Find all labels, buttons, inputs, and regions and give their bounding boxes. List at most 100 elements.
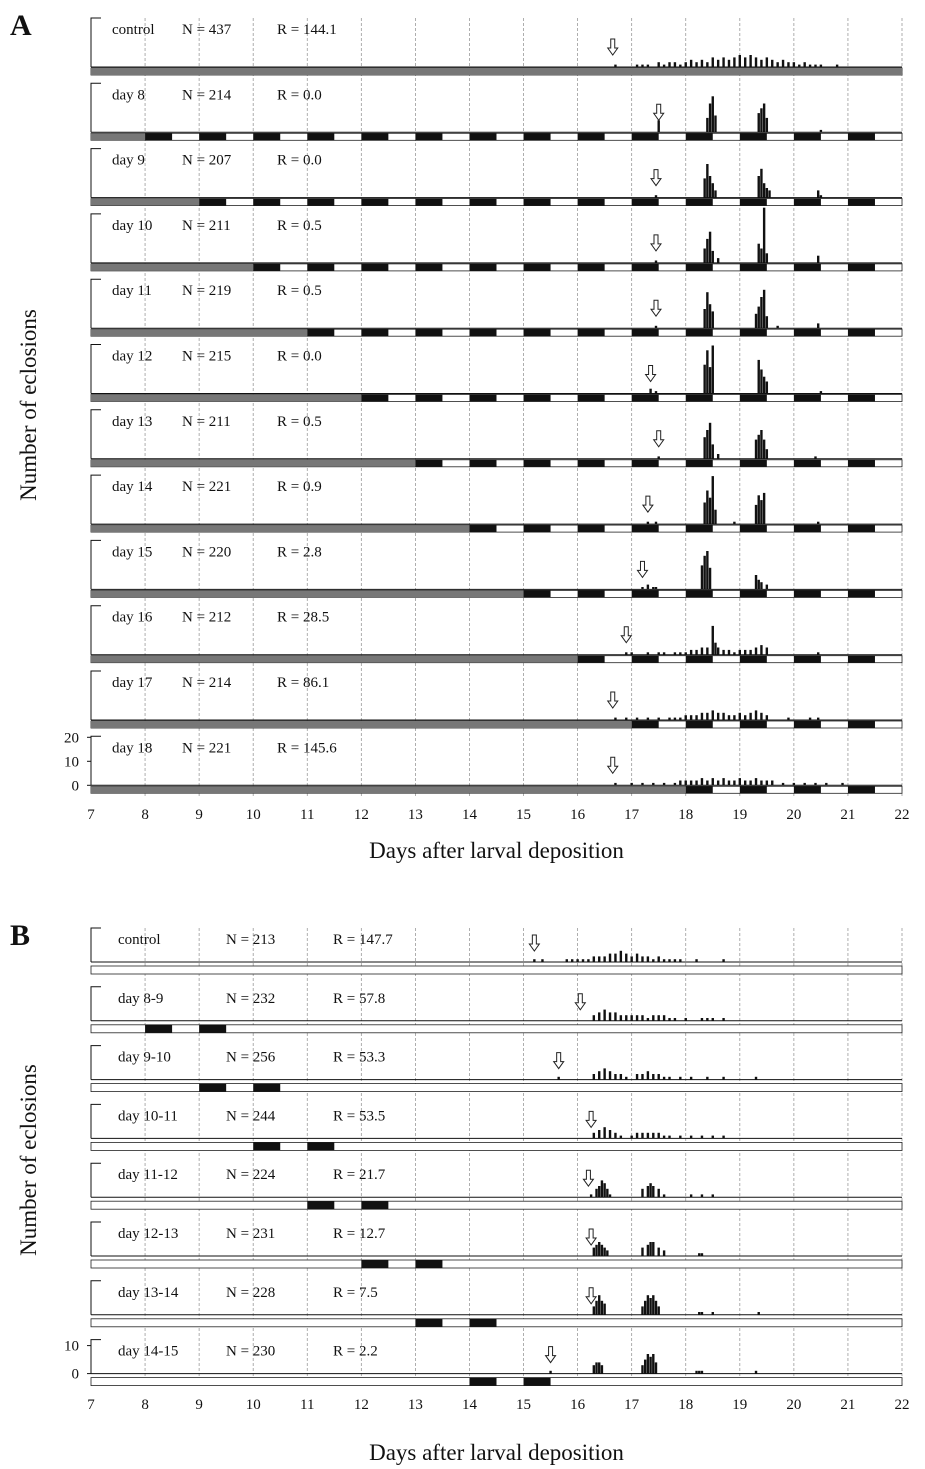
histogram-bar [635, 953, 639, 962]
dark-phase-segment [469, 329, 497, 337]
panel-A: A Number of eclosions control N = 437 R = 14… [10, 9, 910, 863]
constant-light-segment [91, 525, 470, 533]
histogram-bar [646, 64, 650, 67]
histogram-bar [595, 1188, 598, 1198]
dark-phase-segment [793, 394, 821, 402]
x-tick-label: 14 [462, 807, 478, 823]
histogram-bar [706, 238, 709, 263]
histogram-bar [700, 565, 704, 590]
histogram-bar [760, 248, 763, 263]
histogram-bar [598, 1130, 601, 1139]
row-n-value: N = 207 [182, 153, 232, 169]
dark-phase-segment [793, 133, 821, 141]
histogram-bar [598, 1186, 601, 1198]
histogram-bar [762, 492, 766, 525]
histogram-bar [816, 190, 820, 198]
histogram-bar [625, 717, 628, 720]
histogram-bar [754, 710, 758, 720]
histogram [641, 551, 769, 590]
row-n-value: N = 230 [226, 1344, 275, 1360]
histogram-bar [595, 1300, 598, 1315]
histogram-bar [708, 422, 712, 459]
dark-phase-segment [739, 721, 767, 728]
constant-light-segment [91, 459, 416, 467]
histogram-bar [657, 1015, 660, 1021]
dark-phase-segment [793, 198, 821, 206]
dark-phase-segment [631, 459, 659, 467]
histogram-bar [662, 1076, 666, 1080]
dark-phase-segment [793, 786, 821, 794]
histogram-bar [706, 490, 709, 525]
row-label: day 14-15 [118, 1344, 178, 1360]
histogram-bar [662, 1135, 666, 1139]
dark-phase-segment [793, 525, 821, 533]
histogram-bar [754, 57, 758, 67]
histogram-bar [657, 1247, 660, 1256]
x-tick-label: 8 [141, 1397, 149, 1413]
dark-phase-segment [847, 721, 875, 728]
histogram-bar [598, 1362, 601, 1374]
dark-phase-segment [793, 655, 821, 663]
histogram-bar [541, 959, 544, 962]
histogram-bar [592, 956, 596, 962]
histogram-bar [641, 587, 644, 590]
histogram-bar [695, 959, 698, 962]
dark-phase-segment [631, 590, 659, 598]
dark-phase-segment [469, 394, 497, 402]
histogram-bar [608, 1071, 612, 1080]
dark-phase-segment [415, 329, 443, 337]
dark-phase-segment [739, 459, 767, 467]
row-day-17: day 17 N = 214 R = 86.1 [90, 670, 903, 729]
histogram-bar [619, 1135, 623, 1139]
arrow-marker [641, 495, 654, 513]
histogram-bar [646, 652, 650, 655]
dark-phase-segment [847, 786, 875, 794]
histogram-bar [698, 1253, 701, 1256]
histogram-bar [819, 391, 823, 394]
dark-phase-segment [415, 1318, 443, 1327]
histogram-bar [757, 113, 760, 133]
constant-light-segment [91, 133, 146, 141]
histogram-bar [816, 323, 820, 329]
row-label: day 13-14 [118, 1285, 179, 1301]
dark-phase-segment [415, 459, 443, 467]
row-r-value: R = 28.5 [277, 610, 329, 626]
row-day-10: day 10 N = 211 R = 0.5 [90, 207, 903, 272]
x-axis-title: Days after larval deposition [369, 1440, 624, 1465]
x-tick-labels: 7 8 9 10 11 12 13 14 15 16 17 18 19 20 21 22 [87, 1397, 909, 1413]
dark-phase-segment [415, 1260, 443, 1268]
row-r-value: R = 2.8 [277, 544, 322, 560]
dark-phase-segment [361, 198, 389, 206]
row-day-8: day 8 N = 214 R = 0.0 [90, 82, 903, 141]
histogram-bar [565, 959, 568, 962]
histogram-bar [711, 476, 714, 525]
row-label: day 10 [112, 218, 152, 234]
histogram-bar [711, 57, 714, 67]
dark-phase-segment [577, 329, 605, 337]
histogram-bar [762, 103, 766, 133]
histogram-bar [841, 782, 844, 786]
histogram-bar [657, 62, 660, 67]
dark-phase-segment [631, 329, 659, 337]
histogram-bar [662, 1250, 666, 1256]
x-tick-label: 19 [732, 1397, 747, 1413]
x-tick-label: 10 [246, 807, 261, 823]
row-control: control N = 437 R = 144.1 [90, 17, 903, 76]
histogram-bar [787, 717, 790, 720]
histogram-bar [754, 647, 758, 655]
histogram-bar [657, 956, 660, 962]
dark-phase-segment [523, 133, 551, 141]
dark-phase-segment [469, 133, 497, 141]
histogram-bar [619, 1074, 623, 1080]
histogram-bar [603, 1127, 606, 1139]
histogram-bar [592, 1074, 596, 1080]
x-tick-label: 11 [300, 1397, 314, 1413]
dark-phase-segment [199, 198, 227, 206]
histogram-bar [608, 1194, 612, 1198]
histogram-bar [608, 1012, 612, 1021]
histogram-bar [641, 64, 644, 67]
row-r-value: R = 7.5 [333, 1285, 378, 1301]
row-n-value: N = 256 [226, 1050, 276, 1066]
histogram-bar [603, 1068, 606, 1080]
row-label: day 10-11 [118, 1108, 178, 1124]
